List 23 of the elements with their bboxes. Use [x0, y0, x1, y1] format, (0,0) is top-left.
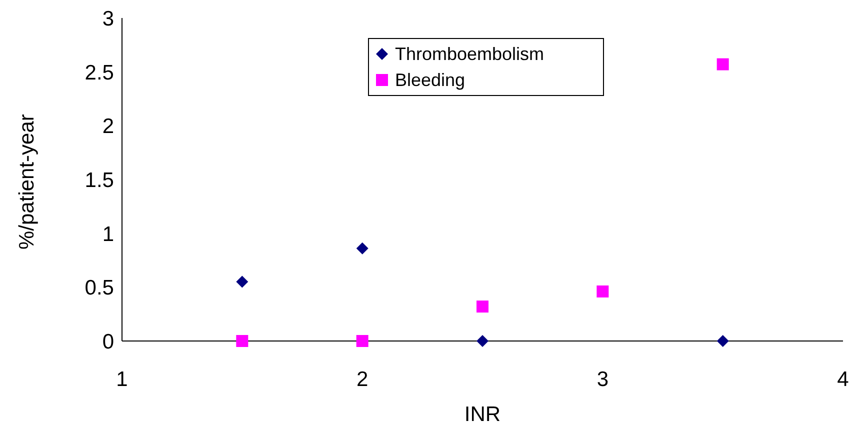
y-tick-label: 2.5: [84, 61, 114, 84]
legend-label: Thromboembolism: [395, 43, 544, 66]
x-tick-label: 2: [356, 368, 368, 391]
y-tick-label: 1.5: [84, 168, 114, 192]
point: [716, 58, 729, 70]
point: [356, 242, 368, 254]
y-axis-title: %/patient-year: [15, 114, 38, 250]
y-tick-label: 1: [102, 222, 114, 246]
x-axis-title: INR: [464, 403, 501, 426]
point: [236, 335, 248, 347]
point: [236, 276, 248, 288]
x-tick-label: 3: [596, 368, 609, 391]
point: [356, 335, 368, 347]
legend-label: Bleeding: [395, 69, 466, 92]
y-tick-label: 0.5: [84, 276, 114, 300]
point: [476, 300, 488, 313]
y-tick-label: 0: [102, 330, 114, 354]
point: [596, 285, 609, 298]
y-tick-label: 2: [102, 115, 114, 138]
point: [716, 335, 729, 347]
point: [476, 335, 488, 347]
y-tick-label: 3: [102, 7, 114, 30]
x-tick-label: 4: [837, 368, 850, 391]
